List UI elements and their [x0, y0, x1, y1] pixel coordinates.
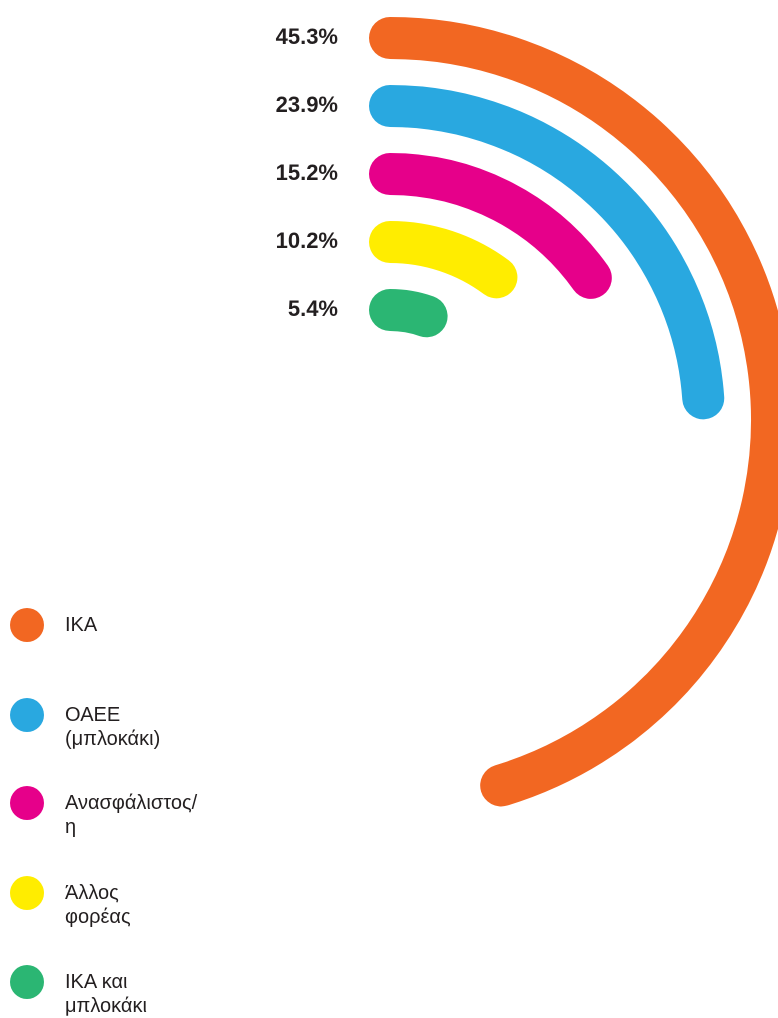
- legend-label: ΙΚΑ: [65, 614, 98, 636]
- legend-label: Άλλος φορέας: [65, 882, 131, 928]
- legend-swatch: [10, 965, 44, 999]
- legend-label: ΙΚΑ και μπλοκάκι: [65, 971, 147, 1017]
- arc-bar: [369, 17, 778, 807]
- legend-item: ΟΑΕΕ (μπλοκάκι): [10, 698, 160, 751]
- legend-label: Ανασφάλιστος/η: [65, 792, 198, 838]
- arc-bar: [369, 85, 725, 420]
- legend-swatch: [10, 876, 44, 910]
- value-label: 45.3%: [276, 24, 338, 49]
- legend-label: ΟΑΕΕ (μπλοκάκι): [65, 704, 161, 750]
- legend-swatch: [10, 698, 44, 732]
- value-label: 23.9%: [276, 92, 338, 117]
- arc-bar: [369, 221, 518, 299]
- arc-bar: [369, 289, 448, 338]
- legend-item: Άλλος φορέας: [10, 876, 131, 929]
- legend-item: ΙΚΑ: [10, 608, 97, 642]
- legend-swatch: [10, 608, 44, 642]
- value-label: 10.2%: [276, 228, 338, 253]
- value-label: 15.2%: [276, 160, 338, 185]
- legend-item: Ανασφάλιστος/η: [10, 786, 197, 839]
- value-label: 5.4%: [288, 296, 338, 321]
- legend-item: ΙΚΑ και μπλοκάκι: [10, 965, 147, 1018]
- arc-bar: [369, 153, 612, 299]
- legend-swatch: [10, 786, 44, 820]
